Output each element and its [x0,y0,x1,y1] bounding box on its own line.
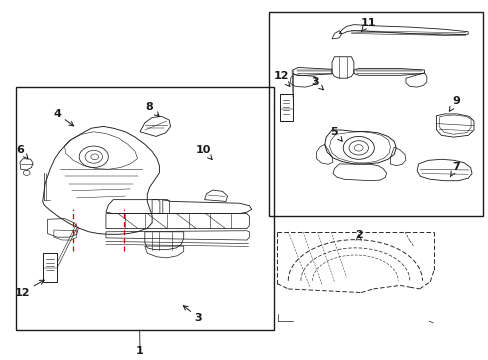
Text: 2: 2 [354,230,362,240]
Text: 3: 3 [183,306,202,323]
Bar [16,87,273,330]
Text: 4: 4 [53,109,74,126]
Text: 7: 7 [449,162,459,176]
Text: 8: 8 [145,102,159,117]
Text: 12: 12 [273,71,289,86]
Text: 11: 11 [360,18,375,32]
Text: 5: 5 [330,127,342,141]
Text: 10: 10 [195,145,212,159]
Text: 6: 6 [16,145,28,159]
Text: 9: 9 [448,96,459,111]
Text: 12: 12 [15,280,44,297]
Text: 3: 3 [310,77,323,90]
Bar [268,12,482,216]
Text: 1: 1 [136,346,143,356]
